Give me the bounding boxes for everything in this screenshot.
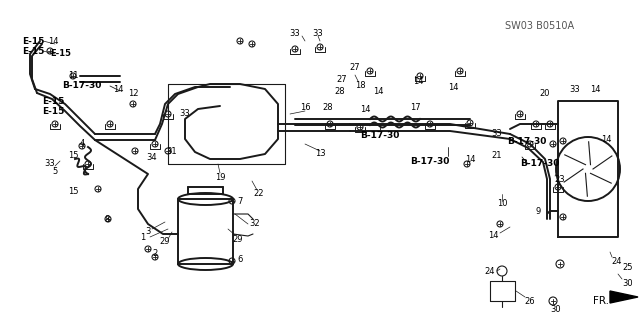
Text: 20: 20 [540, 90, 550, 99]
Text: 31: 31 [166, 146, 177, 155]
Text: E-15: E-15 [42, 107, 65, 115]
Text: 30: 30 [623, 279, 634, 288]
Text: 7: 7 [237, 197, 243, 205]
Polygon shape [610, 291, 638, 303]
Text: 17: 17 [410, 102, 420, 112]
Text: E-15: E-15 [22, 36, 44, 46]
Text: 34: 34 [147, 152, 157, 161]
Text: 24: 24 [484, 266, 495, 276]
Text: B-17-30: B-17-30 [520, 160, 560, 168]
Text: 14: 14 [113, 85, 124, 93]
Text: 23: 23 [555, 174, 565, 183]
Text: 14: 14 [413, 77, 423, 85]
Text: E-15: E-15 [42, 97, 65, 106]
Text: B-17-30: B-17-30 [410, 157, 450, 166]
Text: 27: 27 [349, 63, 360, 71]
Text: B-17-30: B-17-30 [360, 131, 400, 140]
Text: 19: 19 [215, 173, 225, 182]
Text: 14: 14 [601, 135, 611, 144]
Text: 15: 15 [68, 187, 78, 196]
Text: 5: 5 [52, 167, 58, 175]
Text: 11: 11 [68, 71, 78, 80]
Text: 33: 33 [570, 85, 580, 93]
Text: E-15: E-15 [50, 49, 71, 58]
Text: 14: 14 [589, 85, 600, 93]
Text: 33: 33 [312, 29, 323, 39]
Text: 14: 14 [448, 83, 458, 92]
Text: B-17-30: B-17-30 [62, 81, 101, 91]
Text: 12: 12 [128, 90, 138, 99]
Text: 9: 9 [536, 206, 541, 216]
Text: FR.: FR. [593, 296, 609, 306]
Text: 28: 28 [335, 86, 346, 95]
Text: 14: 14 [488, 232, 499, 241]
Text: 30: 30 [550, 305, 561, 314]
Text: 16: 16 [300, 102, 310, 112]
Text: 29: 29 [233, 234, 243, 243]
Text: 33: 33 [45, 160, 56, 168]
Text: 27: 27 [337, 75, 348, 84]
Text: 33: 33 [290, 29, 300, 39]
Text: 28: 28 [323, 102, 333, 112]
Text: 13: 13 [315, 150, 325, 159]
Text: 33: 33 [492, 130, 502, 138]
Text: 14: 14 [360, 105, 371, 114]
Text: 32: 32 [250, 219, 260, 228]
Text: 14: 14 [465, 154, 476, 164]
Text: E-15: E-15 [22, 47, 44, 56]
Text: 18: 18 [355, 81, 365, 91]
Text: 6: 6 [237, 255, 243, 263]
Text: 3: 3 [145, 226, 150, 235]
Text: 22: 22 [253, 189, 264, 198]
Text: 2: 2 [152, 249, 157, 258]
Text: 15: 15 [68, 152, 78, 160]
Text: 1: 1 [140, 233, 146, 241]
Text: 24: 24 [612, 256, 622, 265]
Text: 14: 14 [372, 86, 383, 95]
Text: SW03 B0510A: SW03 B0510A [506, 21, 575, 31]
Text: 33: 33 [180, 109, 190, 118]
Text: 25: 25 [623, 263, 633, 271]
Text: 4: 4 [79, 139, 84, 149]
Text: 14: 14 [48, 36, 58, 46]
Text: 10: 10 [497, 199, 508, 209]
Text: 8: 8 [104, 214, 109, 224]
Text: 26: 26 [525, 296, 535, 306]
Text: 21: 21 [492, 152, 502, 160]
Text: B-17-30: B-17-30 [508, 137, 547, 145]
Text: 29: 29 [160, 238, 170, 247]
